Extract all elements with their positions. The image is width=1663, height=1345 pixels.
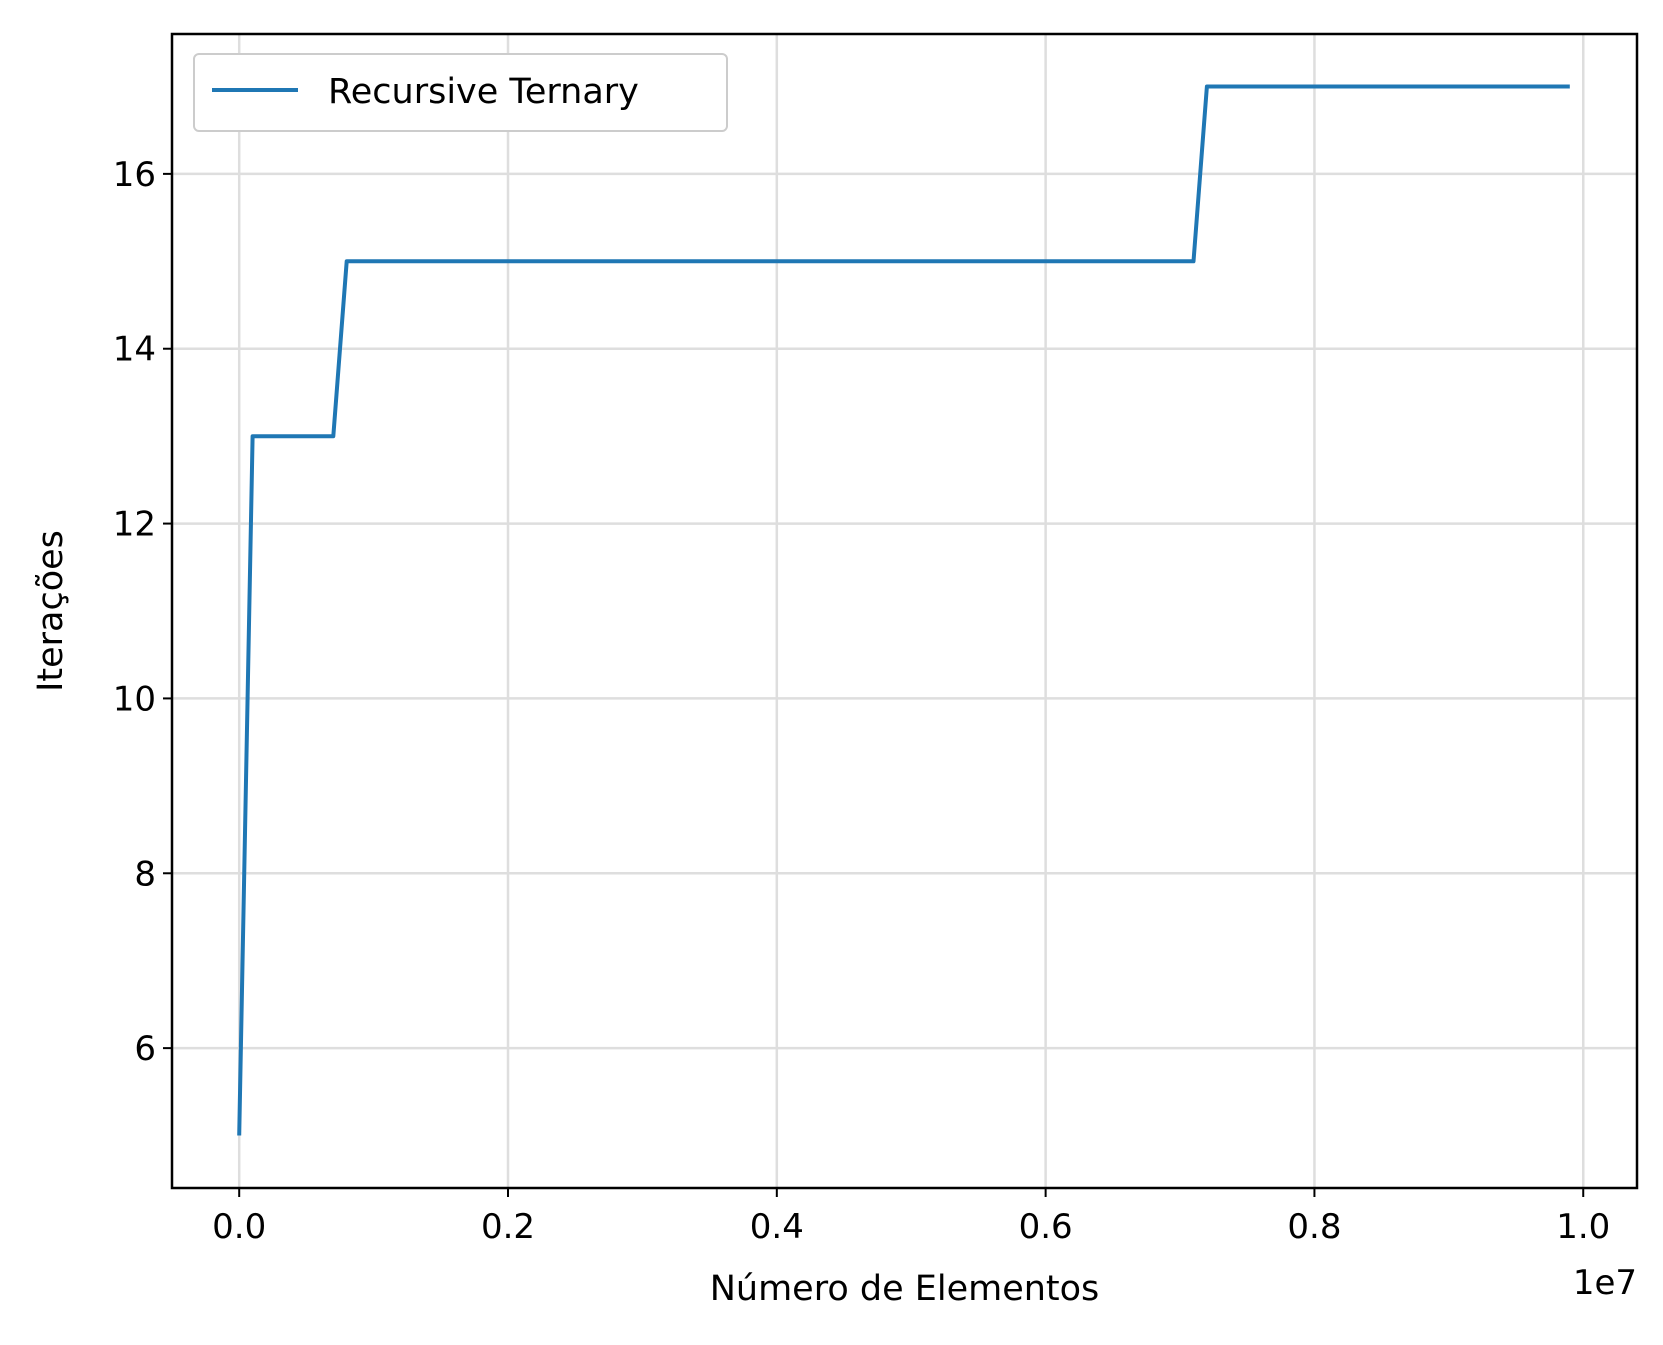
x-tick-label: 0.8 — [1287, 1207, 1341, 1247]
legend: Recursive Ternary — [193, 53, 728, 132]
plot-background — [172, 34, 1637, 1188]
y-axis-label: Iterações — [31, 530, 71, 692]
x-tick-label: 0.2 — [481, 1207, 535, 1247]
y-tick-label: 10 — [113, 679, 156, 719]
x-axis-offset-label: 1e7 — [1573, 1263, 1637, 1303]
x-axis-label: Número de Elementos — [710, 1269, 1100, 1309]
plot-frame — [170, 32, 1639, 1190]
y-axis-ticks: 6 8 10 12 14 16 — [113, 155, 172, 1069]
legend-box — [193, 53, 728, 132]
legend-label-recursive-ternary: Recursive Ternary — [328, 72, 639, 112]
y-tick-label: 12 — [113, 505, 156, 545]
x-tick-label: 0.6 — [1019, 1207, 1073, 1247]
y-tick-label: 8 — [134, 854, 156, 894]
x-tick-label: 1.0 — [1556, 1207, 1610, 1247]
series-line-recursive-ternary — [237, 84, 1570, 1136]
x-axis-ticks: 0.0 0.2 0.4 0.6 0.8 1.0 — [212, 1188, 1610, 1247]
y-tick-label: 16 — [113, 155, 156, 195]
y-tick-label: 6 — [134, 1029, 156, 1069]
grid — [172, 34, 1637, 1188]
x-tick-label: 0.4 — [750, 1207, 804, 1247]
series-layer — [237, 84, 1570, 1136]
y-tick-label: 14 — [113, 330, 156, 370]
x-tick-label: 0.0 — [212, 1207, 266, 1247]
